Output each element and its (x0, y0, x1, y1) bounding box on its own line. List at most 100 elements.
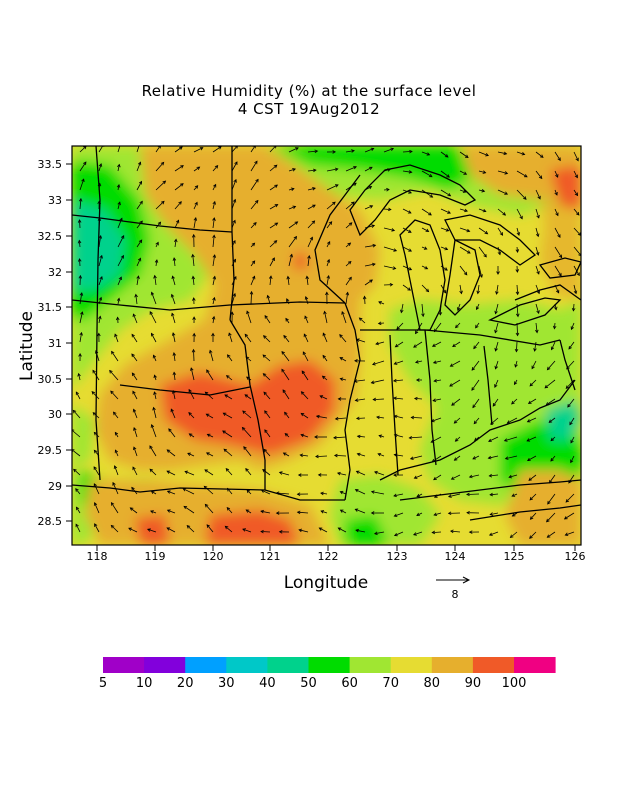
wind-vector-head (515, 291, 520, 296)
wind-vector (356, 417, 366, 419)
wind-vector-head (150, 510, 154, 514)
wind-vector-head (333, 453, 338, 458)
wind-vector-head (300, 391, 305, 395)
wind-vector-head (184, 470, 189, 474)
wind-vector-head (245, 509, 250, 513)
wind-vector-head (183, 505, 188, 510)
wind-vector (98, 163, 102, 172)
wind-vector (93, 450, 100, 457)
wind-vector-head (339, 490, 344, 495)
wind-vector-head (514, 364, 518, 368)
wind-vector-head (393, 532, 398, 537)
wind-vector-head (212, 234, 216, 239)
wind-vector-head (295, 147, 299, 151)
colorbar-label: 5 (99, 676, 107, 691)
wind-vector (206, 452, 214, 457)
wind-vector-head (281, 368, 285, 373)
wind-vector (394, 512, 404, 517)
wind-vector-head (286, 275, 290, 280)
wind-vector-head (433, 494, 438, 498)
wind-vector-head (413, 396, 418, 401)
wind-vector-head (369, 166, 373, 171)
wind-vector (285, 318, 290, 324)
wind-vector (300, 413, 309, 419)
wind-vector-head (575, 211, 580, 216)
wind-vector-head (449, 529, 454, 534)
wind-vector (226, 375, 233, 381)
colorbar-label: 50 (300, 676, 317, 691)
wind-vector-head (484, 230, 489, 235)
wind-vector (136, 181, 142, 191)
wind-vector (459, 189, 466, 193)
wind-vector (79, 258, 81, 267)
wind-vector-head (351, 201, 355, 206)
wind-vector-head (446, 174, 450, 178)
wind-vector (117, 218, 123, 229)
wind-vector (573, 246, 581, 257)
wind-vector-head (566, 365, 570, 370)
wind-vector-head (407, 210, 412, 214)
wind-vector (339, 357, 347, 362)
colorbar-label: 70 (382, 676, 399, 691)
wind-vector (301, 370, 309, 381)
wind-vector (231, 146, 238, 153)
wind-vector-head (153, 391, 157, 396)
x-tick: 125 (504, 545, 525, 563)
wind-vector-head (570, 326, 574, 331)
wind-vector-head (481, 189, 486, 193)
wind-vector (231, 199, 236, 210)
wind-vector-head (388, 207, 392, 212)
wind-vector (244, 334, 252, 343)
wind-vector-head (78, 352, 82, 357)
wind-vector (322, 333, 328, 343)
wind-vector (421, 303, 424, 317)
wind-vector-head (413, 475, 418, 479)
wind-vector (307, 220, 315, 229)
wind-vector (117, 201, 121, 210)
wind-vector-head (555, 289, 560, 294)
wind-vector-head (115, 316, 120, 321)
wind-vector-head (527, 400, 532, 404)
wind-vector (439, 303, 442, 315)
wind-vector (495, 341, 499, 352)
y-tick: 31.5 (38, 301, 72, 314)
wind-vector-head (93, 502, 98, 506)
wind-vector-head (304, 295, 309, 300)
wind-vector (264, 410, 271, 419)
wind-vector (546, 512, 556, 523)
wind-vector (527, 455, 537, 461)
wind-vector-head (166, 449, 171, 453)
wind-vector-head (408, 267, 413, 271)
wind-vector-head (433, 476, 437, 481)
wind-vector-head (372, 362, 376, 366)
wind-vector-head (245, 467, 249, 472)
wind-vector (440, 151, 449, 158)
wind-vector-head (462, 189, 467, 193)
wind-vector-head (230, 311, 234, 315)
wind-vector-head (203, 485, 208, 490)
wind-vector-head (353, 379, 358, 383)
wind-vector (307, 187, 316, 191)
wind-vector-head (112, 411, 117, 416)
wind-vector-head (400, 309, 404, 314)
wind-vector-head (97, 200, 101, 205)
wind-vector (571, 322, 575, 330)
wind-vector (76, 506, 81, 514)
wind-vector (155, 180, 166, 191)
wind-vector-head (393, 361, 398, 365)
wind-vector (149, 311, 157, 324)
wind-vector (117, 184, 120, 191)
wind-vector (297, 511, 309, 514)
x-tick-label: 123 (387, 550, 408, 563)
wind-vector (516, 303, 519, 317)
wind-vector (114, 432, 119, 438)
wind-vector-head (476, 290, 480, 295)
wind-vector (98, 183, 101, 191)
wind-vector (364, 205, 373, 210)
wind-vector (206, 524, 214, 533)
wind-vector-head (297, 473, 302, 477)
wind-vector-head (274, 184, 278, 188)
wind-vector-head (514, 348, 519, 353)
wind-vector-head (262, 354, 267, 358)
